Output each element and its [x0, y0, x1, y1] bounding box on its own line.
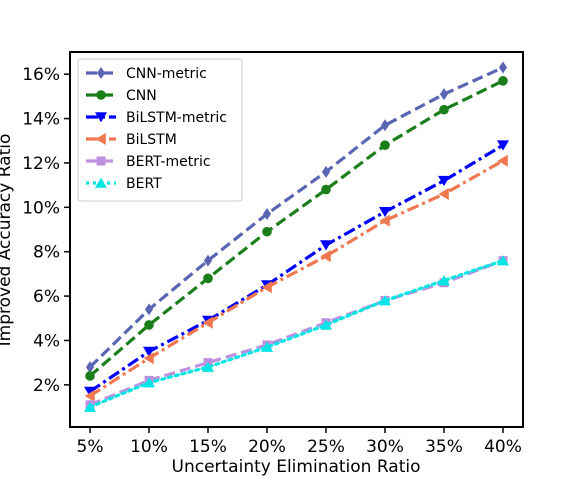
data-point — [84, 386, 96, 397]
legend-label: BERT-metric — [126, 154, 211, 170]
data-point — [498, 61, 508, 74]
x-tick-label: 35% — [425, 437, 463, 457]
data-point — [320, 240, 332, 251]
data-point — [202, 316, 213, 329]
y-axis-label: Improved Accuracy Ratio — [0, 134, 15, 347]
data-point — [262, 226, 272, 237]
data-point — [439, 88, 449, 101]
legend-marker — [95, 112, 107, 123]
data-point — [85, 371, 95, 381]
data-point — [379, 206, 391, 218]
data-point — [438, 188, 449, 201]
legend-label: BiLSTM-metric — [126, 110, 227, 126]
data-point — [203, 254, 213, 267]
data-point — [497, 255, 509, 266]
x-tick-label: 5% — [77, 437, 104, 457]
series-line — [89, 143, 504, 393]
data-point — [438, 275, 450, 286]
x-tick-label: 15% — [189, 437, 227, 457]
data-point — [202, 361, 214, 372]
series-bert — [84, 255, 509, 412]
x-axis-label: Uncertainty Elimination Ratio — [172, 457, 421, 477]
legend-marker — [95, 177, 107, 188]
legend-label: BiLSTM — [126, 132, 177, 148]
legend-marker — [96, 90, 106, 100]
legend-marker — [96, 67, 106, 79]
y-tick-label: 2% — [33, 376, 60, 396]
legend-entry: CNN — [86, 88, 157, 104]
y-tick-label: 8% — [33, 243, 60, 263]
series-layer — [84, 61, 509, 412]
legend-entry: BiLSTM-metric — [86, 110, 227, 126]
data-point — [143, 377, 155, 388]
data-point — [380, 119, 390, 132]
data-point — [262, 207, 272, 220]
legend-label: BERT — [126, 176, 162, 192]
y-tick-label: 4% — [33, 331, 60, 351]
legend: CNN-metric CNN BiLSTM-metric BiLSTM BERT-met… — [77, 58, 243, 202]
x-tick-label: 10% — [130, 437, 168, 457]
data-point — [143, 352, 154, 365]
series-line — [89, 259, 504, 407]
legend-entry: CNN-metric — [86, 66, 207, 82]
data-point — [321, 165, 331, 178]
legend-entry: BERT — [86, 176, 162, 192]
legend-entry: BiLSTM — [86, 132, 177, 148]
legend-marker — [96, 156, 106, 166]
data-point — [379, 214, 390, 227]
data-point — [320, 250, 331, 263]
legend-label: CNN — [126, 88, 157, 104]
y-tick-label: 6% — [33, 287, 60, 307]
data-point — [203, 273, 213, 284]
x-tick-label: 25% — [307, 437, 345, 457]
legend-marker — [95, 133, 106, 145]
series-line — [88, 79, 504, 378]
series-line — [89, 159, 504, 398]
data-point — [380, 140, 390, 150]
data-point — [497, 154, 508, 167]
data-point — [84, 389, 95, 402]
x-tick-label: 40% — [484, 437, 522, 457]
data-point — [439, 104, 449, 115]
data-point — [498, 76, 508, 86]
series-line — [88, 66, 504, 369]
data-point — [85, 361, 95, 374]
data-point — [497, 140, 509, 151]
y-tick-label: 14% — [22, 110, 60, 130]
data-point — [143, 346, 155, 357]
data-point — [379, 295, 391, 306]
x-tick-label: 20% — [248, 437, 286, 457]
y-tick-label: 16% — [22, 65, 60, 85]
legend-entry: BERT-metric — [86, 154, 211, 170]
x-tick-label: 30% — [366, 437, 404, 457]
y-tick-label: 12% — [22, 154, 60, 174]
series-cnn — [85, 76, 508, 381]
data-point — [261, 341, 273, 352]
data-point — [320, 319, 332, 330]
plot-area-frame — [69, 51, 524, 428]
data-point — [438, 175, 450, 187]
data-point — [261, 281, 272, 294]
data-point — [144, 320, 154, 330]
legend-box — [77, 58, 243, 202]
legend-label: CNN-metric — [126, 66, 207, 82]
y-tick-label: 10% — [22, 198, 60, 218]
series-cnn-metric — [85, 61, 508, 374]
data-point — [144, 303, 154, 316]
series-bilstm — [84, 154, 508, 402]
x-axis: 5% 10% 15% 20% 25% 30% 35% 40% — [77, 427, 522, 457]
data-point — [84, 401, 96, 412]
series-line — [88, 258, 505, 409]
data-point — [321, 184, 331, 195]
y-axis: 2% 4% 6% 8% 10% 12% 14% 16% — [22, 65, 70, 396]
